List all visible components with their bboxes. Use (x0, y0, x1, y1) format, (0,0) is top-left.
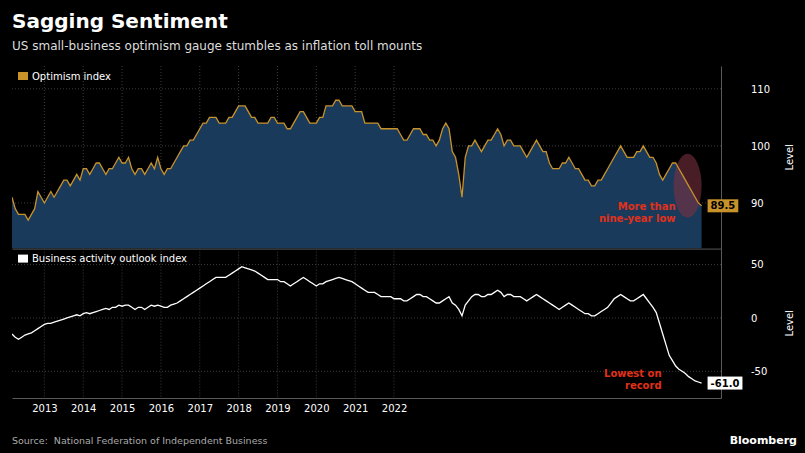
x-tick: 2015 (110, 398, 135, 414)
y-tick-label: 0 (751, 313, 757, 324)
annotation: More thannine-year low (599, 201, 676, 224)
highlight-ellipse (674, 154, 702, 218)
x-grid-line (83, 249, 84, 398)
y-tick: -50 (721, 366, 767, 377)
y-grid-line (12, 88, 721, 89)
x-tick-label: 2019 (265, 403, 290, 414)
x-tick: 2020 (304, 398, 329, 414)
line (12, 267, 702, 383)
y-tick-label: 90 (751, 198, 764, 209)
legend-label: Business activity outlook index (32, 253, 187, 264)
x-tick-label: 2021 (343, 403, 368, 414)
y-tick: 0 (721, 313, 757, 324)
x-tick: 2013 (32, 398, 57, 414)
x-tick: 2018 (226, 398, 251, 414)
x-grid-line (44, 249, 45, 398)
legend-item: Optimism index (18, 71, 111, 82)
x-tick-label: 2022 (382, 403, 407, 414)
grid (12, 249, 721, 398)
y-tick-label: 110 (751, 84, 770, 95)
y-axis-title: Level (784, 144, 795, 170)
last-value: -61.0 (708, 377, 743, 390)
x-axis-line (13, 398, 722, 399)
y-tick: 110 (721, 84, 770, 95)
x-grid-line (122, 249, 123, 398)
x-grid-line (199, 249, 200, 398)
plot-area (12, 100, 702, 248)
last-value-label: -61.0 (711, 378, 740, 389)
chart-svg: 90 100 110 Sagging Sentiment US small-busine… (0, 0, 805, 453)
y-tick: 100 (721, 141, 770, 152)
plot-area (12, 267, 702, 383)
y-tick: 50 (721, 259, 764, 270)
x-grid-line (277, 249, 278, 398)
x-tick: 2022 (382, 398, 407, 414)
x-grid-line (355, 249, 356, 398)
source: Source: National Federation of Independe… (12, 435, 267, 446)
y-axis: 90 100 110 (721, 67, 770, 250)
y-tick-label: -50 (751, 366, 767, 377)
y-axis: -50 0 50 (721, 249, 767, 398)
last-value-box (708, 199, 739, 212)
legend-item: Business activity outlook index (18, 253, 187, 264)
x-axis-line (13, 249, 722, 250)
x-grid-line (316, 249, 317, 398)
area (12, 100, 702, 248)
last-value: 89.5 (708, 199, 739, 212)
text-line: More than (618, 201, 676, 212)
y-tick-label: 50 (751, 259, 764, 270)
x-tick: 2014 (71, 398, 96, 414)
subtitle: US small-business optimism gauge stumble… (12, 39, 422, 53)
legend-swatch (18, 255, 28, 263)
y-axis-line (721, 67, 722, 250)
text-line: Lowest on (604, 368, 661, 379)
credit: Bloomberg (730, 434, 797, 447)
x-tick: 2019 (265, 398, 290, 414)
x-tick: 2021 (343, 398, 368, 414)
x-tick-label: 2014 (71, 403, 96, 414)
y-tick-label: 100 (751, 141, 770, 152)
x-tick-label: 2016 (149, 403, 174, 414)
x-tick-label: 2017 (188, 403, 213, 414)
panel: 90 100 110 (12, 66, 770, 249)
title: Sagging Sentiment (12, 9, 228, 33)
line (12, 100, 702, 220)
text-line: record (625, 380, 662, 391)
text-line: nine-year low (599, 213, 676, 224)
y-axis-title: Level (784, 310, 795, 336)
y-grid-line (12, 317, 721, 318)
x-grid-line (160, 249, 161, 398)
x-tick: 2016 (149, 398, 174, 414)
x-tick-label: 2013 (32, 403, 57, 414)
y-grid-line (12, 264, 721, 265)
panel: -500502013201420152016201720182019202020… (12, 249, 767, 415)
x-tick-label: 2015 (110, 403, 135, 414)
annotation: Lowest onrecord (604, 368, 661, 391)
legend: Optimism index (18, 71, 111, 82)
x-grid-line (238, 249, 239, 398)
legend-swatch (18, 72, 28, 80)
legend: Business activity outlook index (18, 253, 187, 264)
y-axis-line (721, 249, 722, 398)
x-axis: 2013 2014 2015 2016 2017 2018 2019 2020 2021 2022 (13, 398, 722, 414)
x-tick-label: 2020 (304, 403, 329, 414)
last-value-label: 89.5 (711, 200, 736, 211)
x-grid-line (394, 249, 395, 398)
last-value-box (708, 377, 743, 390)
background (0, 0, 805, 453)
x-tick-label: 2018 (226, 403, 251, 414)
x-axis (13, 249, 722, 250)
x-tick: 2017 (188, 398, 213, 414)
grid (12, 66, 721, 249)
legend-label: Optimism index (32, 71, 111, 82)
